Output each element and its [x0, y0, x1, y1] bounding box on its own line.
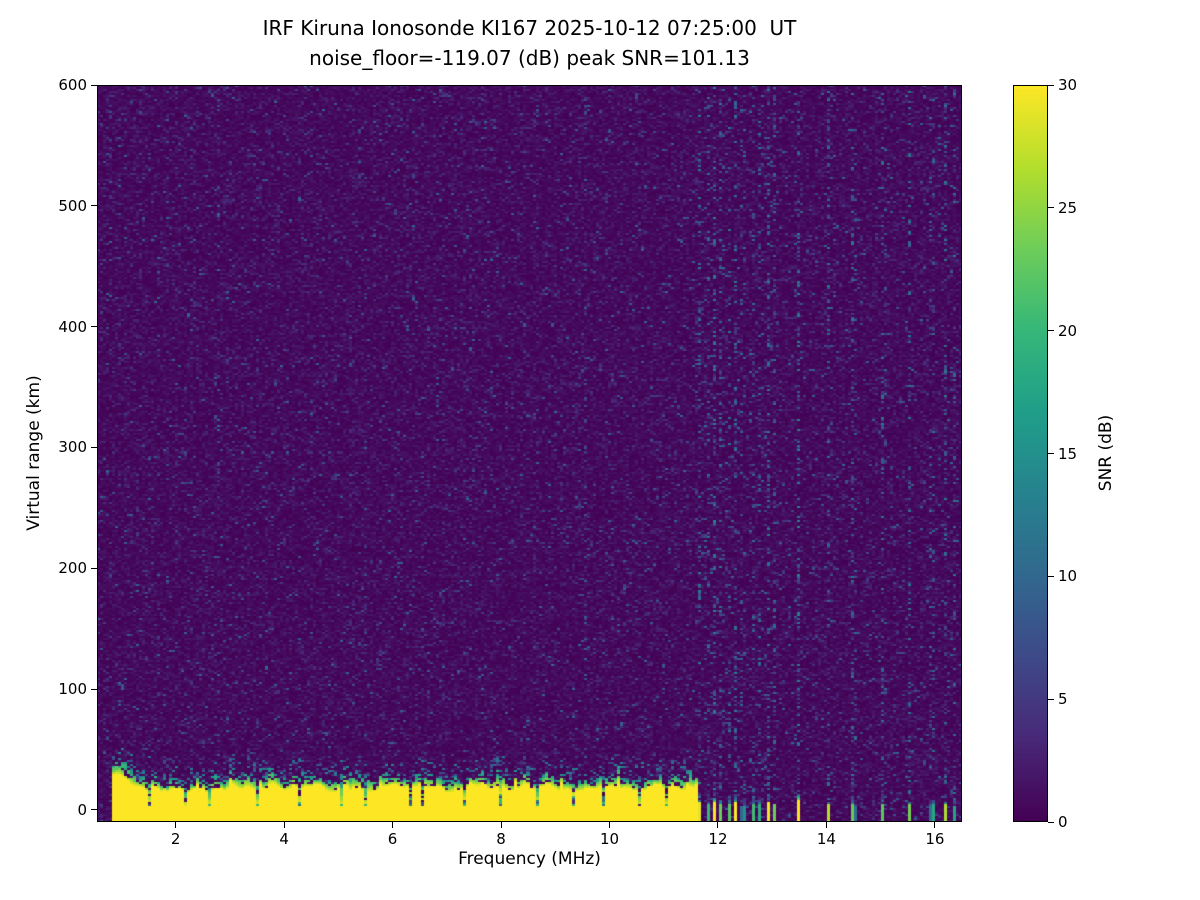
colorbar-tick-label: 10: [1058, 567, 1078, 586]
y-tick-mark: [91, 688, 97, 690]
chart-title-line1: IRF Kiruna Ionosonde KI167 2025-10-12 07…: [262, 16, 797, 40]
colorbar-tick-mark: [1048, 453, 1054, 454]
x-tick-mark: [392, 822, 394, 828]
y-tick-mark: [91, 809, 97, 811]
x-tick-label: 14: [816, 830, 836, 848]
y-tick-label: 100: [58, 680, 87, 699]
y-tick-mark: [91, 205, 97, 207]
y-tick-mark: [91, 446, 97, 448]
colorbar-tick-mark: [1048, 575, 1054, 577]
x-tick-mark: [283, 822, 285, 828]
x-tick-label: 16: [925, 830, 945, 848]
x-tick-label: 10: [599, 830, 620, 848]
colorbar-tick-mark: [1048, 330, 1054, 332]
y-tick-mark: [91, 567, 97, 569]
colorbar-tick-mark: [1048, 207, 1054, 209]
colorbar-tick-mark: [1048, 698, 1054, 700]
colorbar-tick-label: 5: [1058, 690, 1068, 709]
colorbar-tick-label: 25: [1058, 198, 1078, 217]
y-tick-label: 200: [58, 559, 87, 578]
x-tick-mark: [717, 822, 719, 828]
colorbar-tick-mark: [1048, 821, 1054, 823]
x-tick-mark: [934, 822, 936, 828]
y-tick-label: 0: [77, 800, 87, 819]
colorbar-tick-label: 20: [1058, 321, 1078, 340]
x-tick-mark: [608, 822, 610, 828]
x-tick-mark: [825, 822, 827, 828]
y-tick-label: 500: [58, 196, 87, 215]
x-tick-mark: [175, 822, 177, 828]
colorbar-canvas: [1013, 85, 1048, 822]
y-tick-mark: [91, 326, 97, 328]
x-tick-label: 6: [387, 830, 398, 848]
colorbar-label: SNR (dB): [1096, 414, 1116, 492]
x-tick-mark: [500, 822, 502, 828]
y-tick-mark: [91, 84, 97, 86]
x-tick-label: 4: [279, 830, 289, 848]
y-tick-label: 400: [58, 317, 87, 336]
y-tick-label: 300: [58, 438, 87, 457]
chart-title-line2: noise_floor=-119.07 (dB) peak SNR=101.13: [309, 46, 750, 70]
x-tick-label: 2: [170, 830, 181, 848]
chart-title: IRF Kiruna Ionosonde KI167 2025-10-12 07…: [97, 13, 962, 73]
x-axis-label: Frequency (MHz): [458, 849, 601, 869]
ionogram-heatmap-canvas: [97, 85, 962, 822]
y-tick-label: 600: [58, 76, 87, 94]
colorbar-tick-label: 30: [1058, 76, 1078, 94]
colorbar-tick-label: 15: [1058, 444, 1078, 463]
colorbar-tick-label: 0: [1058, 813, 1068, 831]
x-tick-label: 12: [708, 830, 728, 848]
x-tick-label: 8: [496, 830, 506, 848]
colorbar-tick-mark: [1048, 84, 1054, 86]
